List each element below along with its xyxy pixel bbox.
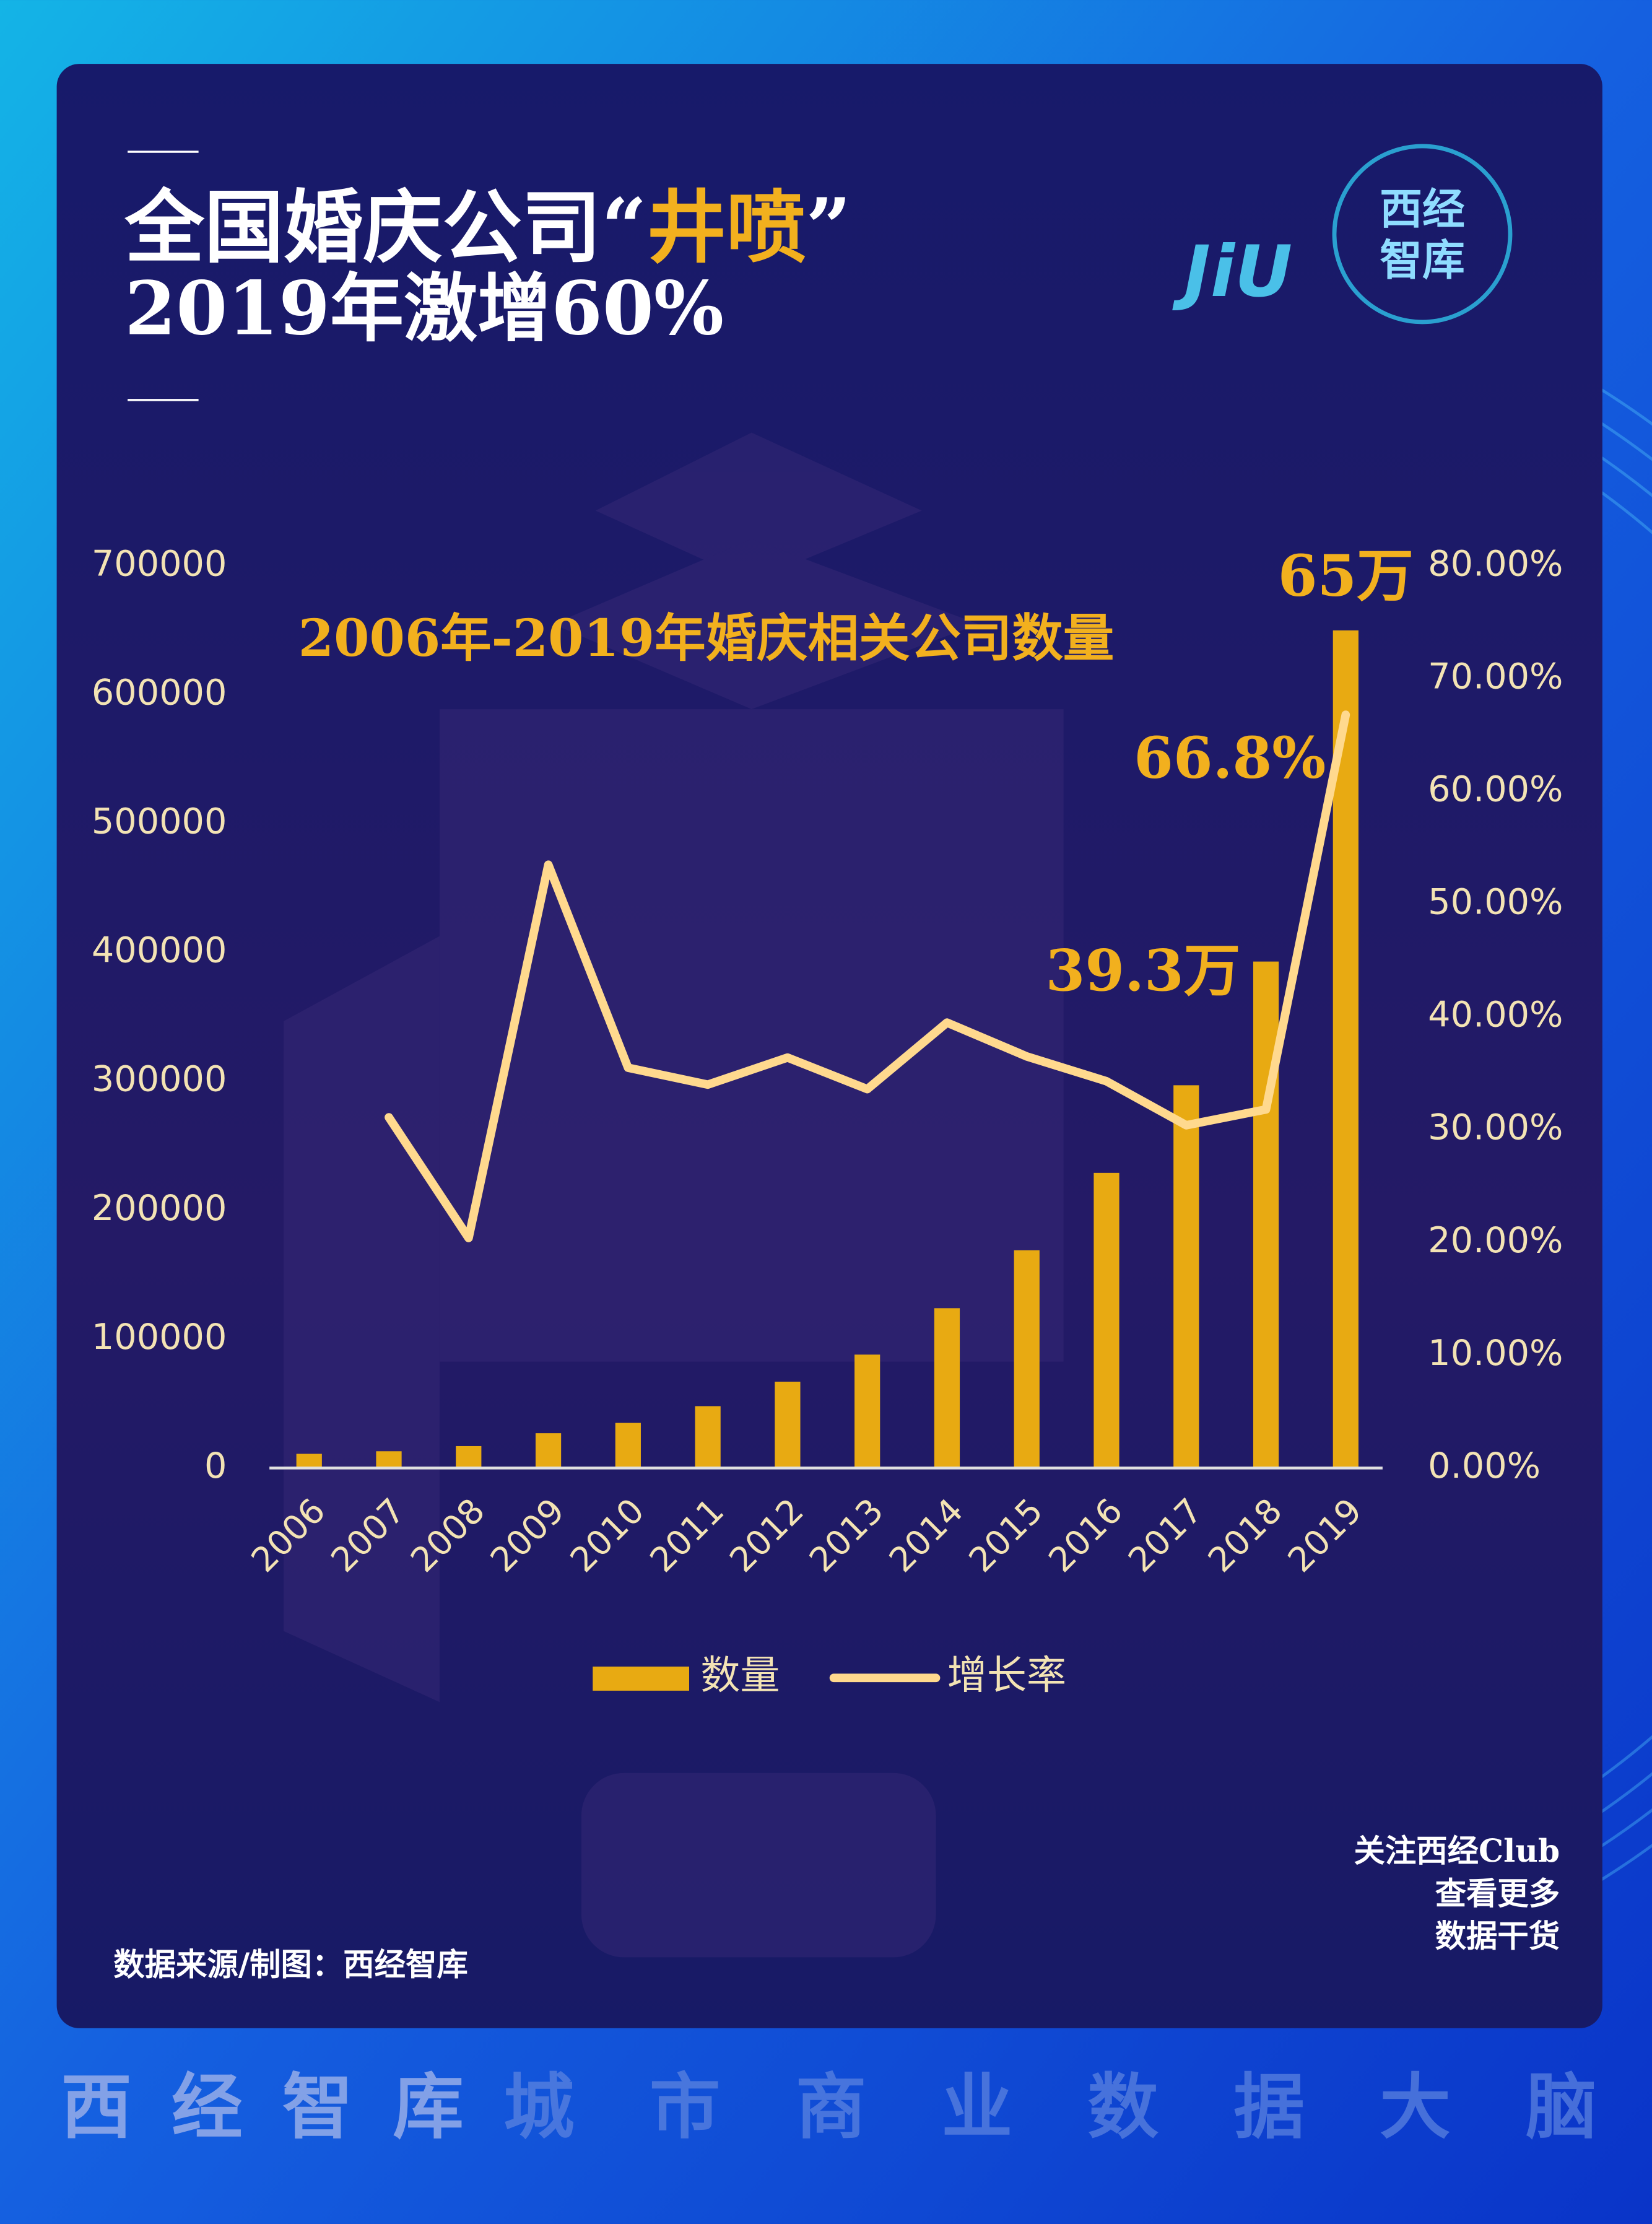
bar (934, 1308, 960, 1468)
y2-tick-label: 40.00% (1428, 994, 1563, 1036)
legend-swatch (593, 1666, 690, 1691)
logo-ring (1332, 144, 1513, 325)
follow: 关注西经Club (1354, 1833, 1560, 1869)
banner-char: 库 (393, 2065, 464, 2149)
y2-tick-label: 30.00% (1428, 1107, 1563, 1148)
logo-text: 西经 (1380, 185, 1464, 235)
logo-jiu: JiU (1172, 231, 1292, 313)
y-tick-label: 400000 (92, 930, 227, 971)
bar (535, 1433, 562, 1468)
y2-tick-label: 10.00% (1428, 1332, 1563, 1374)
bar (695, 1406, 721, 1468)
y-tick-label: 200000 (92, 1187, 227, 1229)
y2-tick-label: 80.00% (1428, 543, 1563, 584)
banner-char: 脑 (1526, 2065, 1597, 2149)
follow: 查看更多 (1435, 1875, 1560, 1912)
y2-tick-label: 60.00% (1428, 769, 1563, 810)
banner-char: 业 (942, 2065, 1013, 2149)
decor-building (284, 432, 1064, 1958)
chart-heading: 2006年-2019年婚庆相关公司数量 (298, 609, 1114, 668)
banner-char: 市 (650, 2065, 721, 2149)
logo-text: 智库 (1380, 235, 1464, 286)
data-label: 66.8% (1134, 725, 1326, 791)
banner-char: 智 (282, 2065, 354, 2149)
banner-char: 经 (172, 2065, 243, 2149)
title-highlight: 井喷 (647, 181, 806, 274)
y-tick-label: 600000 (92, 672, 227, 713)
y-tick-label: 100000 (92, 1316, 227, 1358)
bar (854, 1354, 880, 1468)
y-tick-label: 0 (204, 1445, 227, 1486)
y-tick-label: 700000 (92, 543, 227, 584)
y2-tick-label: 50.00% (1428, 881, 1563, 923)
banner-char: 城 (503, 2065, 575, 2149)
source: 数据来源/制图：西经智库 (113, 1946, 468, 1982)
line (385, 710, 1350, 1242)
y-tick-label: 500000 (92, 801, 227, 842)
banner: 西经智库城市商业数据大脑 (61, 2065, 1596, 2149)
banner-char: 据 (1233, 2065, 1305, 2149)
legend-label: 增长率 (947, 1652, 1066, 1699)
bar (456, 1446, 482, 1468)
y2-tick-label: 20.00% (1428, 1219, 1563, 1261)
title-part: ” (806, 181, 851, 274)
title-part: 全国婚庆公司“ (124, 181, 647, 274)
banner-char: 西 (61, 2065, 132, 2149)
bar (376, 1451, 402, 1468)
bar (1253, 961, 1279, 1468)
y2-tick-label: 70.00% (1428, 655, 1563, 697)
y2-tick-label: 0.00% (1428, 1445, 1541, 1486)
data-label: 65万 (1278, 542, 1414, 609)
follow: 数据干货 (1435, 1918, 1560, 1955)
bar (296, 1454, 322, 1468)
bar (1173, 1085, 1199, 1468)
bar (1014, 1250, 1040, 1468)
panel (56, 64, 1602, 2028)
bar (615, 1423, 641, 1468)
y-tick-label: 300000 (92, 1058, 227, 1100)
banner-char: 大 (1380, 2065, 1451, 2149)
legend-label: 数量 (700, 1652, 780, 1699)
bar (1093, 1172, 1119, 1468)
data-label: 39.3万 (1046, 937, 1241, 1004)
title: 全国婚庆公司“井喷” (124, 181, 851, 274)
banner-char: 数 (1088, 2065, 1159, 2149)
bar (775, 1381, 801, 1468)
banner-char: 商 (796, 2065, 867, 2149)
subtitle: 2019年激增60% (125, 265, 724, 352)
